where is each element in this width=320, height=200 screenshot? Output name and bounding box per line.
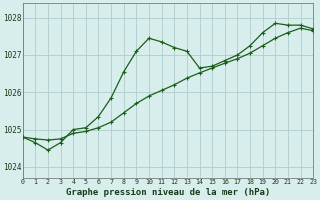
- X-axis label: Graphe pression niveau de la mer (hPa): Graphe pression niveau de la mer (hPa): [66, 188, 270, 197]
